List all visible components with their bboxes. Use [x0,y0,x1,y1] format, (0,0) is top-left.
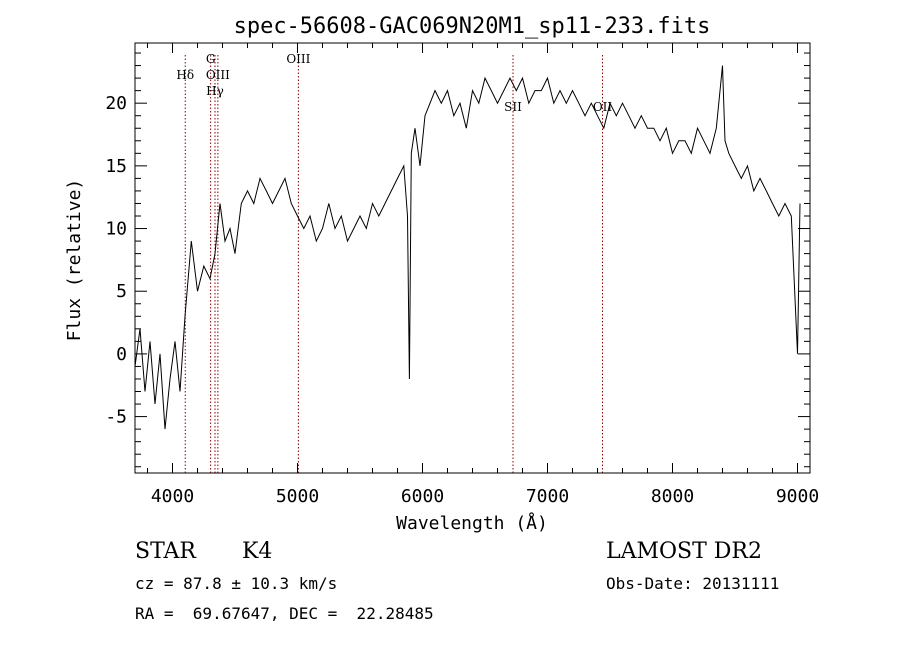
spectrum-line [134,65,801,430]
y-tick-label: 15 [105,156,127,177]
axis-ticks [135,43,810,473]
x-tick-label: 5000 [276,486,319,507]
plot-frame [134,42,811,474]
marker-label: G [206,52,216,66]
x-axis-label: Wavelength (Å) [396,512,548,534]
line-markers: Hδ G Hγ OIII OIII SII OII [176,52,612,473]
x-tick-label: 6000 [401,486,444,507]
y-tick-label: 10 [105,219,127,240]
y-tick-label: 5 [116,281,127,302]
marker-label: OII [593,100,613,114]
marker-label: OIII [286,52,310,66]
x-tick-label: 4000 [151,486,194,507]
coordinates-text: RA = 69.67647, DEC = 22.28485 [135,604,434,623]
tick-labels: 4000 5000 6000 7000 8000 9000 -5 0 5 10 15 20 [105,93,819,507]
chart-title: spec-56608-GAC069N20M1_sp11-233.fits [234,14,711,39]
marker-label: Hδ [176,68,194,82]
survey-name: LAMOST DR2 [606,539,762,564]
y-tick-label: 20 [105,93,127,114]
object-subclass: K4 [242,539,273,564]
x-tick-label: 8000 [651,486,694,507]
marker-label: OIII [206,68,230,82]
x-tick-label: 7000 [526,486,569,507]
x-tick-label: 9000 [776,486,819,507]
y-axis-label: Flux (relative) [64,179,85,342]
marker-label: Hγ [206,84,224,98]
y-tick-label: -5 [105,407,127,428]
redshift-text: cz = 87.8 ± 10.3 km/s [135,574,338,593]
obs-date-text: Obs-Date: 20131111 [606,574,780,593]
object-class: STAR [135,539,196,564]
marker-label: SII [504,100,522,114]
y-tick-label: 0 [116,344,127,365]
